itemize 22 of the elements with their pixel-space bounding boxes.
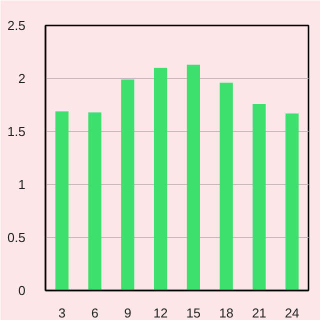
- x-tick-label: 21: [252, 306, 266, 320]
- y-tick-label: 0: [18, 283, 26, 298]
- bar: [55, 111, 69, 290]
- y-tick-label: 2: [18, 71, 26, 86]
- bar: [285, 113, 299, 290]
- y-tick-label: 1.5: [7, 124, 26, 139]
- x-tick-label: 3: [58, 306, 66, 320]
- x-tick-label: 9: [124, 306, 132, 320]
- bar: [121, 80, 134, 290]
- x-tick-label: 15: [186, 306, 201, 320]
- x-tick-label: 12: [153, 306, 168, 320]
- x-tick-label: 24: [284, 306, 300, 320]
- bar: [154, 68, 168, 290]
- bar: [220, 82, 233, 290]
- bar: [186, 64, 200, 290]
- bar: [252, 104, 266, 290]
- x-tick-label: 18: [219, 306, 234, 320]
- y-tick-label: 0.5: [7, 230, 26, 245]
- x-tick-label: 6: [91, 306, 98, 320]
- y-tick-label: 1: [18, 177, 26, 192]
- bar: [88, 112, 102, 290]
- y-tick-label: 2.5: [7, 18, 26, 33]
